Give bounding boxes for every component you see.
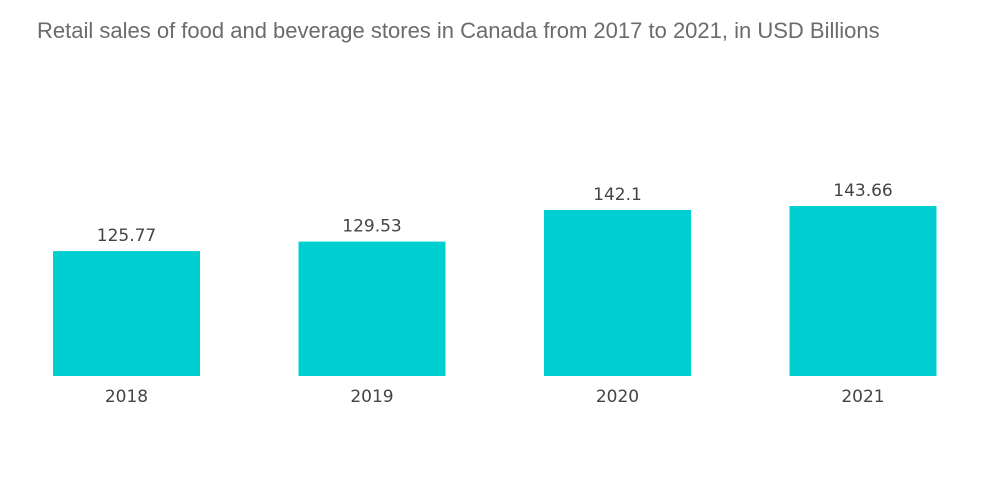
tick-label-2020: 2020 (596, 387, 639, 407)
x-axis-tick-labels: 2018 2019 2020 2021 (105, 387, 885, 407)
value-label-2021: 143.66 (833, 181, 892, 201)
bar-2018 (53, 251, 200, 376)
value-label-2018: 125.77 (97, 226, 156, 246)
value-label-2019: 129.53 (342, 217, 401, 237)
bars-group (53, 206, 937, 376)
bar-2021 (789, 206, 937, 376)
tick-label-2019: 2019 (350, 387, 393, 407)
value-label-2020: 142.1 (593, 185, 642, 205)
chart-title: Retail sales of food and beverage stores… (37, 18, 880, 43)
value-labels-group: 125.77 129.53 142.1 143.66 (97, 181, 893, 246)
tick-label-2018: 2018 (105, 387, 148, 407)
bar-2020 (544, 209, 691, 376)
bar-2019 (298, 241, 446, 376)
tick-label-2021: 2021 (841, 387, 884, 407)
